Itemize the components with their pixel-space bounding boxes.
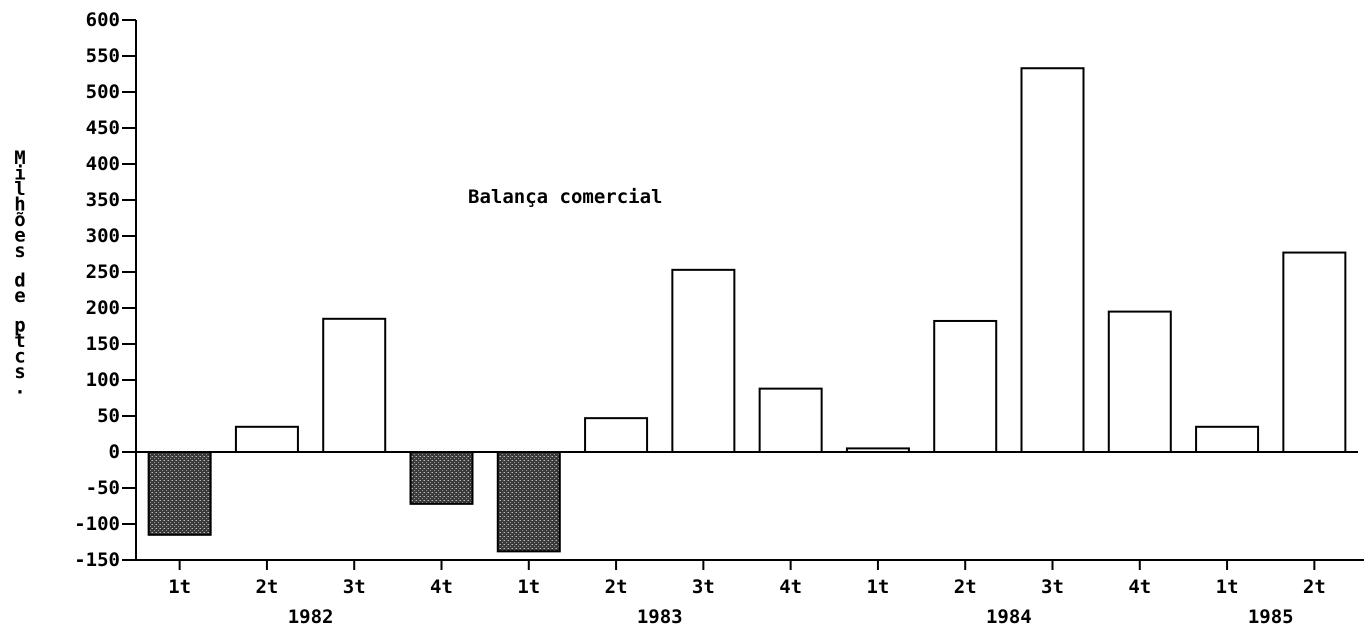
x-tick-label: 1t — [1216, 576, 1239, 598]
x-tick-label: 1t — [517, 576, 540, 598]
y-tick-label: 250 — [86, 261, 120, 283]
y-tick-label: -100 — [74, 513, 120, 535]
y-tick-label: 150 — [86, 333, 120, 355]
bar-4 — [409, 451, 474, 505]
x-tick-label: 3t — [343, 576, 366, 598]
bar-6 — [584, 417, 649, 454]
y-tick-label: 450 — [86, 117, 120, 139]
x-axis: 1t 2t 3t 4t 1t 2t 3t 4t 1t 2t 3t 4t 1t 2t 1982 1983 1984… — [136, 559, 1364, 628]
y-tick-label: 350 — [86, 189, 120, 211]
bar-1 — [147, 451, 212, 536]
bar-2 — [234, 425, 299, 453]
x-tick-label: 3t — [692, 576, 715, 598]
y-tick-label: 0 — [109, 441, 120, 463]
y-axis: 600550500450400350300250200150100500-50-… — [74, 9, 137, 571]
year-label: 1984 — [986, 606, 1032, 628]
bar-14 — [1282, 251, 1347, 453]
bar-3 — [322, 317, 387, 453]
y-tick-label: 550 — [86, 45, 120, 67]
x-tick-label: 2t — [605, 576, 628, 598]
y-tick-label: 400 — [86, 153, 120, 175]
y-tick-label: 600 — [86, 9, 120, 31]
y-tick-label: 500 — [86, 81, 120, 103]
bars — [136, 67, 1358, 553]
x-tick-label: 4t — [1128, 576, 1151, 598]
y-tick-label: 200 — [86, 297, 120, 319]
bar-11 — [1020, 67, 1085, 454]
chart-title: Balança comercial — [468, 186, 662, 208]
bar-10 — [933, 319, 998, 453]
y-tick-label: 50 — [97, 405, 120, 427]
x-tick-label: 1t — [168, 576, 191, 598]
year-label: 1982 — [288, 606, 334, 628]
y-tick-label: -150 — [74, 549, 120, 571]
bar-7 — [671, 268, 736, 453]
x-tick-label: 4t — [430, 576, 453, 598]
year-label: 1985 — [1248, 606, 1294, 628]
x-tick-label: 2t — [954, 576, 977, 598]
bar-12 — [1107, 310, 1172, 453]
bar-5 — [496, 451, 561, 553]
x-tick-label: 2t — [255, 576, 278, 598]
y-tick-label: -50 — [86, 477, 120, 499]
year-label: 1983 — [637, 606, 683, 628]
x-tick-label: 3t — [1041, 576, 1064, 598]
y-tick-label: 300 — [86, 225, 120, 247]
x-tick-label: 1t — [866, 576, 889, 598]
bar-8 — [758, 387, 823, 454]
x-tick-label: 4t — [779, 576, 802, 598]
bar-13 — [1195, 425, 1260, 453]
x-tick-label: 2t — [1303, 576, 1326, 598]
y-tick-label: 100 — [86, 369, 120, 391]
